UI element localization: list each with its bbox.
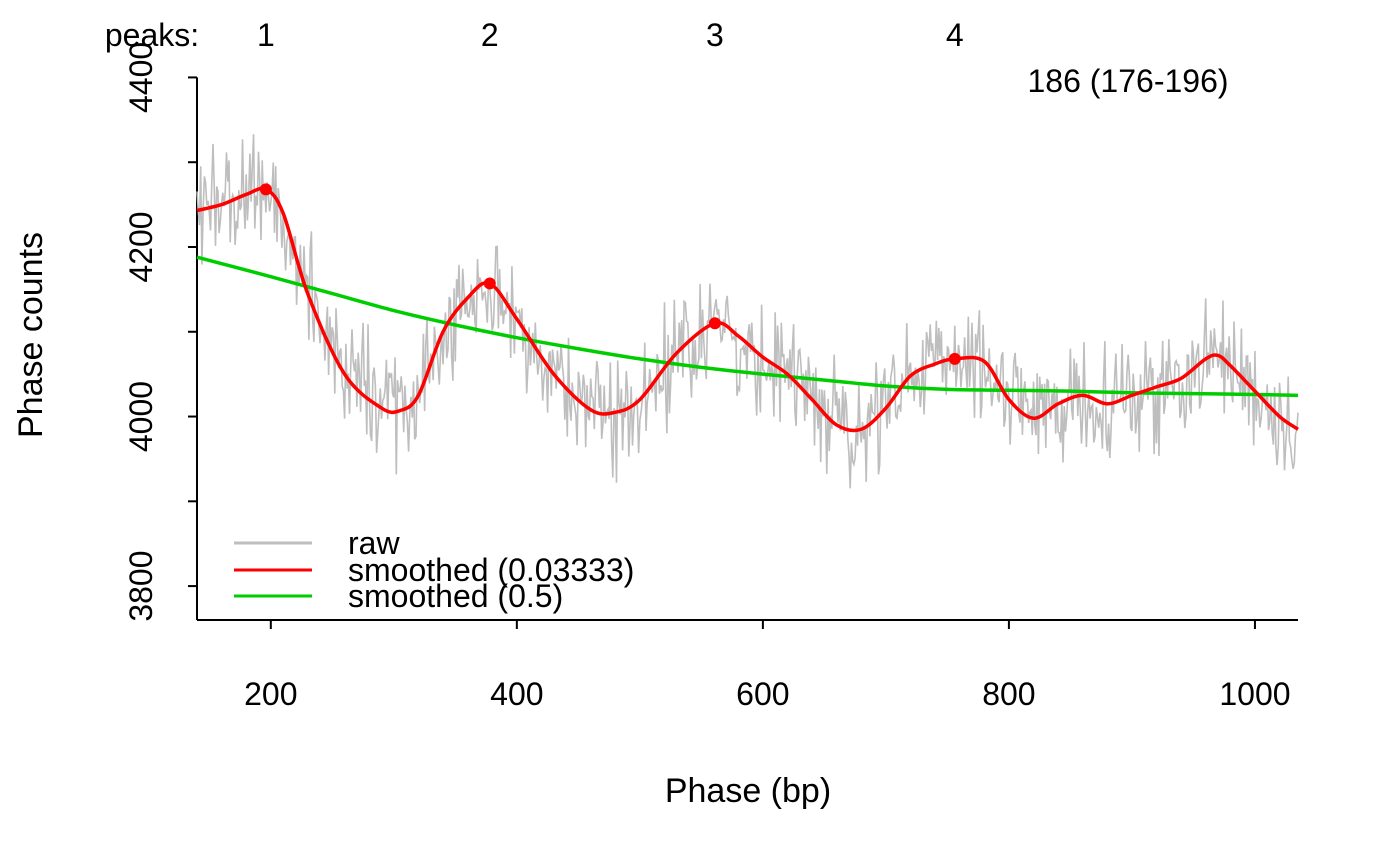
series-smoothed-fine-line bbox=[196, 186, 1299, 433]
axes: 200 400 600 800 1000 3800 4000 4200 4400 bbox=[123, 42, 1298, 712]
x-axis-title: Phase (bp) bbox=[665, 772, 831, 810]
peak-number-label: 3 bbox=[706, 17, 724, 53]
legend-label-smoothed-fine: smoothed (0.03333) bbox=[348, 552, 634, 588]
y-axis-title: Phase counts bbox=[12, 232, 50, 438]
peak-point bbox=[948, 352, 961, 365]
x-tick-label: 400 bbox=[490, 676, 543, 712]
x-tick-label: 800 bbox=[982, 676, 1035, 712]
peak-point bbox=[483, 277, 496, 290]
legend-label-raw: raw bbox=[348, 525, 400, 561]
peak-number-label: 1 bbox=[257, 17, 275, 53]
x-ticks: 200 400 600 800 1000 bbox=[244, 620, 1291, 712]
legend: raw smoothed (0.03333) smoothed (0.5) bbox=[234, 525, 634, 614]
peak-point bbox=[259, 183, 272, 196]
x-tick-label: 600 bbox=[736, 676, 789, 712]
peak-point bbox=[708, 317, 721, 330]
peak-number-label: 2 bbox=[481, 17, 499, 53]
plot-area bbox=[196, 134, 1299, 489]
y-tick-label: 4400 bbox=[123, 42, 159, 113]
series-smoothed-coarse-line bbox=[196, 255, 1299, 398]
x-tick-label: 200 bbox=[244, 676, 297, 712]
period-annotation: 186 (176-196) bbox=[1027, 63, 1228, 99]
y-tick-label: 4000 bbox=[123, 381, 159, 452]
x-tick-label: 1000 bbox=[1219, 676, 1290, 712]
series-raw-line bbox=[196, 134, 1299, 489]
legend-label-smoothed-coarse: smoothed (0.5) bbox=[348, 578, 563, 614]
y-tick-label: 4200 bbox=[123, 211, 159, 282]
y-ticks: 3800 4000 4200 4400 bbox=[123, 42, 197, 622]
y-tick-label: 3800 bbox=[123, 550, 159, 621]
peak-number-label: 4 bbox=[946, 17, 964, 53]
peak-numbers: 1 2 3 4 bbox=[257, 17, 964, 53]
peaks-label: peaks: bbox=[105, 17, 199, 53]
